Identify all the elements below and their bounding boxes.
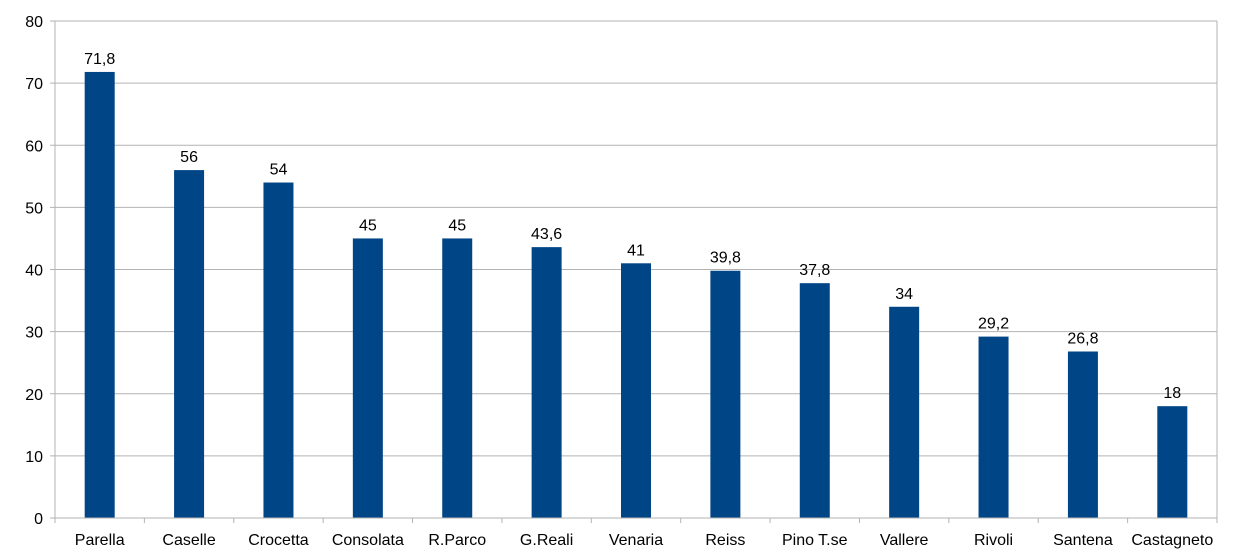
bar-castagneto — [1157, 406, 1188, 518]
data-label: 56 — [180, 149, 198, 166]
data-label: 54 — [270, 162, 288, 179]
data-label: 71,8 — [84, 51, 115, 68]
data-label: 45 — [448, 217, 466, 234]
y-tick-label: 20 — [25, 387, 43, 404]
data-label: 45 — [359, 217, 377, 234]
bar-santena — [1067, 351, 1098, 518]
bar-g-reali — [531, 247, 562, 518]
y-tick-label: 80 — [25, 14, 43, 31]
bar-consolata — [352, 238, 383, 518]
bar-crocetta — [263, 182, 294, 518]
bar-pino-t-se — [799, 283, 830, 518]
x-category-label: Consolata — [332, 532, 404, 549]
data-label: 39,8 — [710, 250, 741, 267]
x-category-label: G.Reali — [520, 532, 573, 549]
bar-vallere — [889, 306, 920, 518]
x-category-label: Parella — [75, 532, 125, 549]
y-tick-label: 70 — [25, 76, 43, 93]
data-labels: 71,8 56 54 45 45 43,6 41 39,8 37,8 34 29,2 26,8 18 — [84, 51, 1181, 402]
bar-venaria — [621, 263, 651, 518]
x-category-label: R.Parco — [428, 532, 486, 549]
x-category-label: Castagneto — [1131, 532, 1213, 549]
x-category-label: Venaria — [609, 532, 663, 549]
y-tick-label: 60 — [25, 138, 43, 155]
data-label: 43,6 — [531, 226, 562, 243]
x-category-label: Pino T.se — [782, 532, 848, 549]
y-tick-label: 30 — [25, 325, 43, 342]
data-label: 26,8 — [1067, 331, 1098, 348]
y-tick-label: 10 — [25, 449, 43, 466]
y-axis-ticks: 0 10 20 30 40 50 60 70 80 — [25, 14, 55, 528]
bar-caselle — [174, 170, 205, 518]
data-label: 37,8 — [799, 262, 830, 279]
data-label: 29,2 — [978, 316, 1009, 333]
data-label: 34 — [895, 286, 913, 303]
x-axis: Parella Caselle Crocetta Consolata R.Parco G.… — [54, 21, 1218, 549]
bars — [84, 71, 1188, 518]
x-category-label: Rivoli — [974, 532, 1013, 549]
y-tick-label: 40 — [25, 263, 43, 280]
x-category-label: Reiss — [705, 532, 745, 549]
bar-reiss — [710, 270, 741, 518]
data-label: 18 — [1163, 385, 1181, 402]
bar-rivoli — [978, 336, 1009, 518]
x-category-label: Vallere — [880, 532, 929, 549]
y-tick-label: 0 — [34, 511, 43, 528]
data-label: 41 — [627, 242, 645, 259]
x-category-label: Santena — [1053, 532, 1113, 549]
x-category-label: Crocetta — [248, 532, 309, 549]
bar-r-parco — [442, 238, 473, 518]
x-category-label: Caselle — [162, 532, 215, 549]
y-tick-label: 50 — [25, 200, 43, 217]
bar-parella — [84, 71, 115, 518]
